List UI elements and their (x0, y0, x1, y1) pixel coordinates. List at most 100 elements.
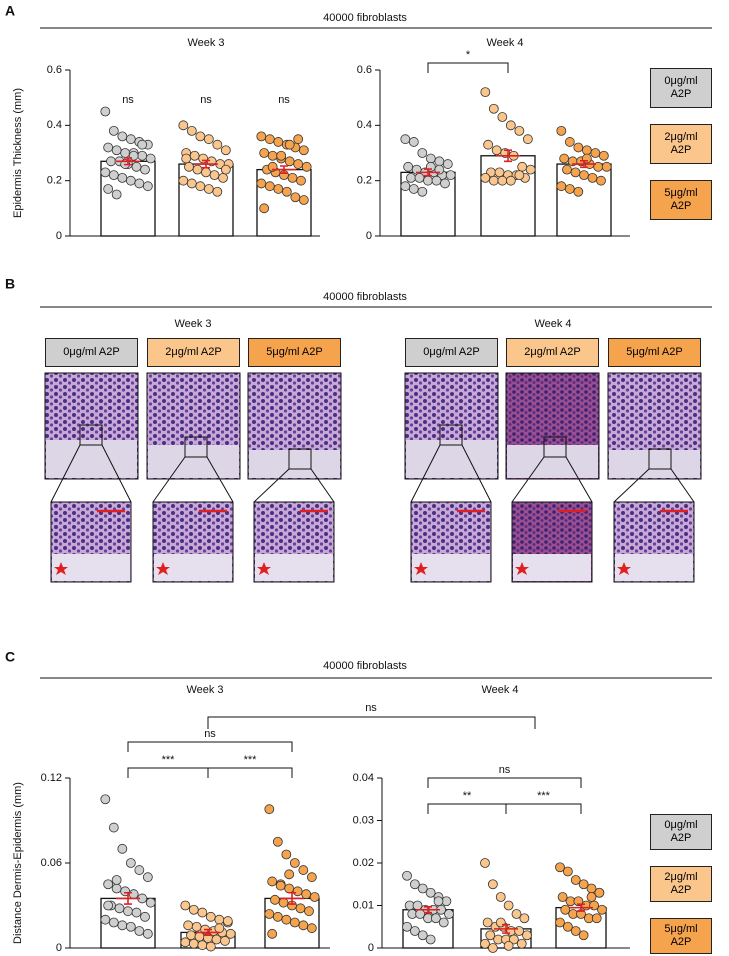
bracket (127, 741, 293, 752)
y-tick-label: 0 (366, 230, 372, 242)
y-tick-label: 0.06 (41, 857, 62, 869)
panel-label: B (5, 276, 15, 292)
data-point (495, 917, 506, 928)
data-point (180, 900, 191, 911)
data-point (487, 943, 498, 953)
condition-header: 5μg/ml A2P (248, 338, 341, 367)
data-point (103, 142, 114, 153)
data-point (555, 862, 565, 873)
data-point (264, 134, 275, 145)
error-bar (494, 923, 518, 934)
zoom-line (253, 468, 290, 503)
data-point (430, 913, 441, 924)
data-point (408, 137, 419, 147)
data-point (178, 120, 189, 131)
data-point (301, 889, 312, 900)
y-tick-label: 0 (56, 942, 62, 954)
data-point (178, 175, 189, 186)
data-point (100, 914, 111, 925)
data-point (480, 938, 490, 949)
data-point (596, 175, 606, 186)
data-point (108, 822, 119, 833)
data-point (134, 178, 145, 189)
data-point (306, 872, 317, 883)
legend-item: 5μg/ml A2P (650, 918, 712, 954)
significance: *** (162, 754, 176, 766)
zoom-line (101, 444, 132, 503)
data-point (100, 794, 111, 805)
bracket (505, 803, 582, 814)
data-point (503, 900, 514, 911)
data-point (192, 164, 203, 175)
data-point (578, 930, 589, 941)
data-point (409, 926, 420, 936)
zoom-box (543, 436, 567, 458)
zoom-line (152, 456, 186, 503)
data-point (284, 156, 295, 167)
data-point (103, 184, 114, 194)
data-point (293, 159, 304, 169)
dermis (46, 440, 137, 478)
condition-header: 2μg/ml A2P (506, 338, 599, 367)
data-point (442, 159, 453, 169)
zoom-box (79, 424, 103, 446)
zoom-line (206, 456, 234, 503)
error-bar (196, 928, 220, 937)
data-point (433, 896, 444, 907)
data-point (180, 937, 191, 948)
data-point (519, 913, 530, 924)
chart-title: Week 3 (186, 684, 223, 696)
data-point (598, 150, 609, 161)
data-point (296, 175, 306, 186)
data-point (480, 87, 491, 98)
legend-item: 2μg/ml A2P (650, 866, 712, 902)
data-point (444, 909, 454, 919)
data-point (514, 125, 525, 136)
data-point (482, 917, 493, 928)
data-point (142, 928, 153, 939)
data-point (273, 184, 284, 194)
data-point (581, 145, 592, 156)
significance: ** (463, 790, 472, 802)
data-point (488, 175, 499, 186)
data-point (298, 145, 309, 156)
data-point (570, 875, 581, 885)
data-point (514, 170, 525, 181)
error-bar (572, 159, 596, 169)
data-point (214, 914, 225, 925)
bracket (427, 777, 582, 788)
data-point (189, 150, 200, 161)
significance: *** (244, 754, 258, 766)
zoom-line (565, 456, 593, 503)
significance: * (466, 49, 471, 61)
significance: ns (499, 764, 511, 776)
data-point (117, 131, 128, 142)
condition-header: 2μg/ml A2P (147, 338, 240, 367)
data-point (298, 920, 309, 931)
legend-item: 0μg/ml A2P (650, 68, 712, 108)
data-point (140, 911, 150, 922)
data-point (281, 849, 292, 860)
data-point (137, 139, 148, 150)
data-point (417, 186, 428, 197)
data-point (134, 865, 145, 875)
data-point (197, 940, 208, 951)
data-point (559, 153, 570, 164)
data-point (485, 930, 496, 941)
zoom-box (439, 424, 463, 446)
data-point (578, 879, 589, 890)
data-point (111, 875, 122, 885)
error-bar (280, 891, 304, 905)
chart-title: Week 4 (486, 37, 523, 49)
data-point (560, 904, 571, 915)
dermis (406, 440, 497, 478)
data-point (491, 145, 502, 156)
data-point (594, 887, 605, 898)
data-point (181, 153, 192, 164)
data-point (403, 161, 414, 172)
zoom-line (461, 444, 492, 503)
data-point (298, 865, 309, 875)
data-point (111, 145, 122, 156)
data-point (423, 175, 433, 186)
data-point (480, 172, 491, 183)
